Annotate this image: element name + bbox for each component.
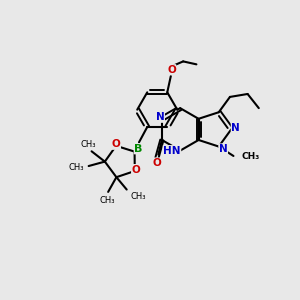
Text: O: O bbox=[132, 164, 140, 175]
Text: CH₃: CH₃ bbox=[242, 152, 260, 161]
Text: B: B bbox=[134, 144, 142, 154]
Text: CH₃: CH₃ bbox=[81, 140, 96, 149]
Text: N: N bbox=[156, 112, 164, 122]
Text: N: N bbox=[219, 144, 227, 154]
Text: O: O bbox=[152, 158, 161, 168]
Text: HN: HN bbox=[163, 146, 181, 156]
Text: O: O bbox=[112, 139, 121, 149]
Text: CH₃: CH₃ bbox=[130, 192, 146, 201]
Text: N: N bbox=[231, 123, 240, 133]
Text: CH₃: CH₃ bbox=[68, 163, 84, 172]
Text: O: O bbox=[167, 64, 176, 75]
Text: CH₃: CH₃ bbox=[99, 196, 115, 205]
